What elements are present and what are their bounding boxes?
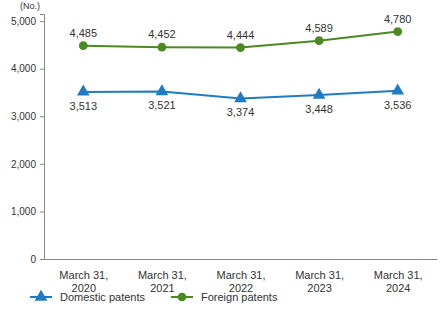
y-tick-mark [40,259,44,260]
legend-label: Domestic patents [60,291,145,303]
y-tick-label: 5,000 [11,16,36,27]
x-tick-label: March 31,2024 [374,269,423,294]
y-tick: 0 [30,254,44,265]
series-marker [158,43,167,52]
y-tick-mark [40,211,44,212]
data-label: 3,513 [70,100,98,112]
data-label: 4,485 [70,27,98,39]
series-marker [156,84,169,95]
x-tick: March 31,2021 [138,269,187,294]
x-axis-line [45,259,438,260]
y-tick: 1,000 [11,206,44,217]
y-tick-label: 0 [30,254,36,265]
legend-marker [35,290,48,301]
legend: Domestic patents Foreign patents [30,290,278,303]
chart: 0 1,000 2,000 3,000 4,000 5,000 (No.) March 31,… [0,0,445,309]
series-marker [313,88,326,99]
y-tick-mark [40,116,44,117]
x-tick-label-line: March 31, [295,269,344,281]
y-tick-label: 1,000 [11,206,36,217]
x-tick-label-line: 2023 [307,282,331,294]
y-axis-title: (No.) [20,1,40,11]
series-marker [79,41,88,50]
x-tick-label-line: March 31, [59,269,108,281]
data-label: 3,374 [227,106,255,118]
data-label: 4,444 [227,29,255,41]
data-label: 4,589 [305,22,333,34]
x-tick: March 31,2023 [295,269,344,294]
data-labels: 3,513 3,521 3,374 3,448 3,536 4,485 4,452 4,444… [70,13,412,119]
legend-label: Foreign patents [201,291,278,303]
y-tick: 2,000 [11,159,44,170]
y-tick-mark [40,69,44,70]
data-label: 3,448 [305,103,333,115]
data-label: 4,452 [148,28,176,40]
series-marker [234,91,247,102]
x-tick-label: March 31,2021 [138,269,187,294]
x-tick-label-line: 2024 [386,282,410,294]
y-tick-label: 3,000 [11,111,36,122]
y-tick-label: 2,000 [11,159,36,170]
data-label: 3,536 [384,99,412,111]
series-marker [393,27,402,36]
y-tick: 4,000 [11,63,44,74]
legend-item: Foreign patents [171,291,278,303]
x-axis: March 31,2020March 31,2021March 31,2022M… [45,260,438,295]
x-tick-label-line: 2021 [150,282,174,294]
y-axis: 0 1,000 2,000 3,000 4,000 5,000 [11,15,45,265]
data-label: 3,521 [148,99,176,111]
y-axis-line [40,15,45,260]
x-tick-label-line: March 31, [138,269,187,281]
y-tick-mark [40,164,44,165]
y-tick-mark [40,21,44,22]
series-marker [391,83,404,94]
legend-marker [178,293,187,302]
y-tick-label: 4,000 [11,63,36,74]
y-tick: 3,000 [11,111,44,122]
series-marker [77,85,90,96]
data-label: 4,780 [384,13,412,25]
x-tick-label: March 31,2023 [295,269,344,294]
legend-item: Domestic patents [30,290,145,303]
x-tick-label-line: March 31, [217,269,266,281]
series-marker [236,43,245,52]
y-tick: 5,000 [11,16,44,27]
series-marker [315,36,324,45]
x-tick: March 31,2024 [374,269,423,294]
x-tick-label-line: March 31, [374,269,423,281]
plot-area [77,27,404,102]
